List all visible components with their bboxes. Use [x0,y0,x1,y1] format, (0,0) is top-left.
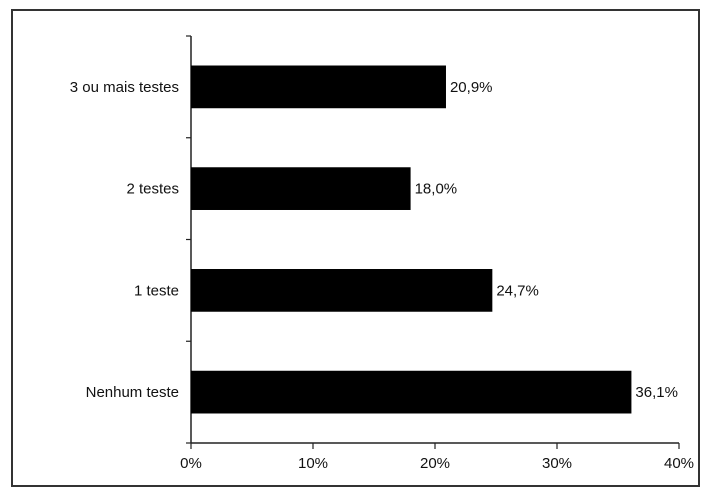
category-label: 2 testes [126,181,179,198]
x-tick-label: 20% [420,455,450,472]
bar [191,370,632,414]
bar [191,167,411,210]
bar-value-label: 20,9% [450,79,493,96]
x-tick-label: 0% [180,455,202,472]
bar [191,269,493,312]
x-tick-label: 10% [298,455,328,472]
bar-value-label: 36,1% [635,384,678,401]
category-label: 1 teste [134,282,179,299]
x-tick-label: 30% [542,455,572,472]
category-label: Nenhum teste [86,384,179,401]
bar [191,65,446,109]
x-tick-label: 40% [664,455,694,472]
category-label: 3 ou mais testes [70,79,179,96]
bar-value-label: 18,0% [415,181,458,198]
bar-value-label: 24,7% [496,282,539,299]
